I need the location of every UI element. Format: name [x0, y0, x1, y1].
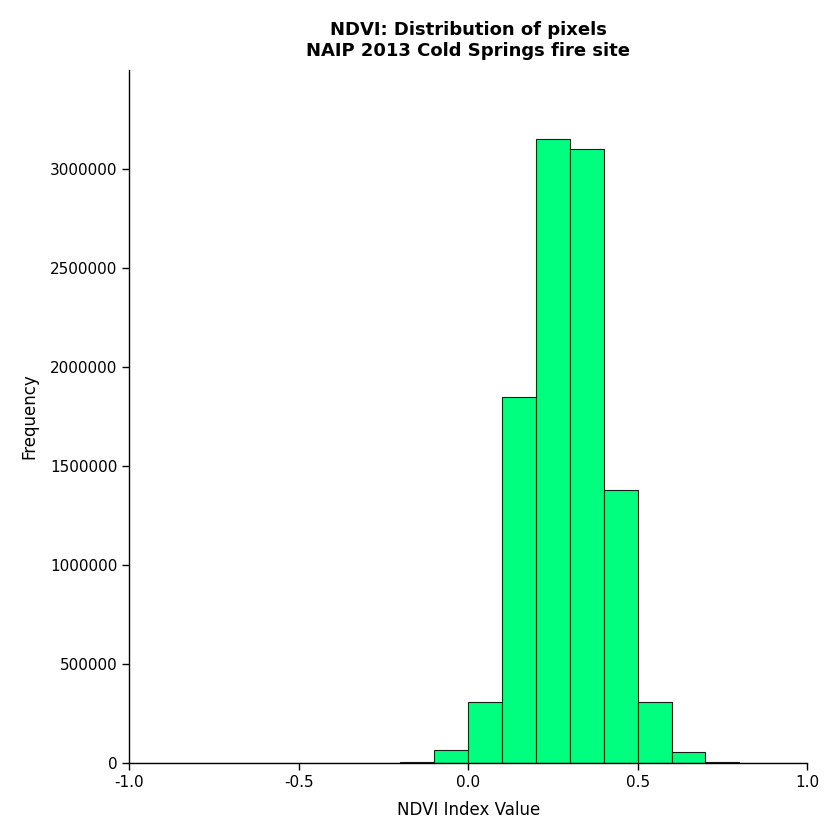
Y-axis label: Frequency: Frequency: [21, 374, 39, 459]
Bar: [502, 396, 536, 764]
Bar: [570, 149, 604, 764]
Bar: [536, 139, 570, 764]
Bar: [401, 762, 434, 764]
Bar: [706, 762, 739, 764]
Bar: [638, 701, 671, 764]
X-axis label: NDVI Index Value: NDVI Index Value: [396, 801, 540, 819]
Title: NDVI: Distribution of pixels
NAIP 2013 Cold Springs fire site: NDVI: Distribution of pixels NAIP 2013 C…: [306, 21, 630, 60]
Bar: [434, 750, 468, 764]
Bar: [671, 753, 706, 764]
Bar: [604, 490, 638, 764]
Bar: [468, 701, 502, 764]
